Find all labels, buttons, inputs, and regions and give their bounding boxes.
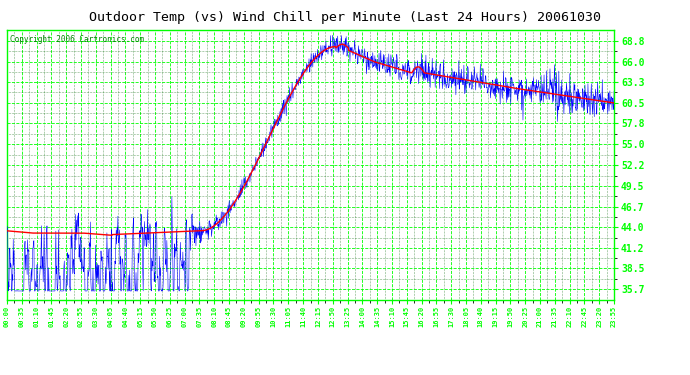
Text: Copyright 2006 Cartronics.com: Copyright 2006 Cartronics.com <box>10 35 144 44</box>
Text: Outdoor Temp (vs) Wind Chill per Minute (Last 24 Hours) 20061030: Outdoor Temp (vs) Wind Chill per Minute … <box>89 11 601 24</box>
